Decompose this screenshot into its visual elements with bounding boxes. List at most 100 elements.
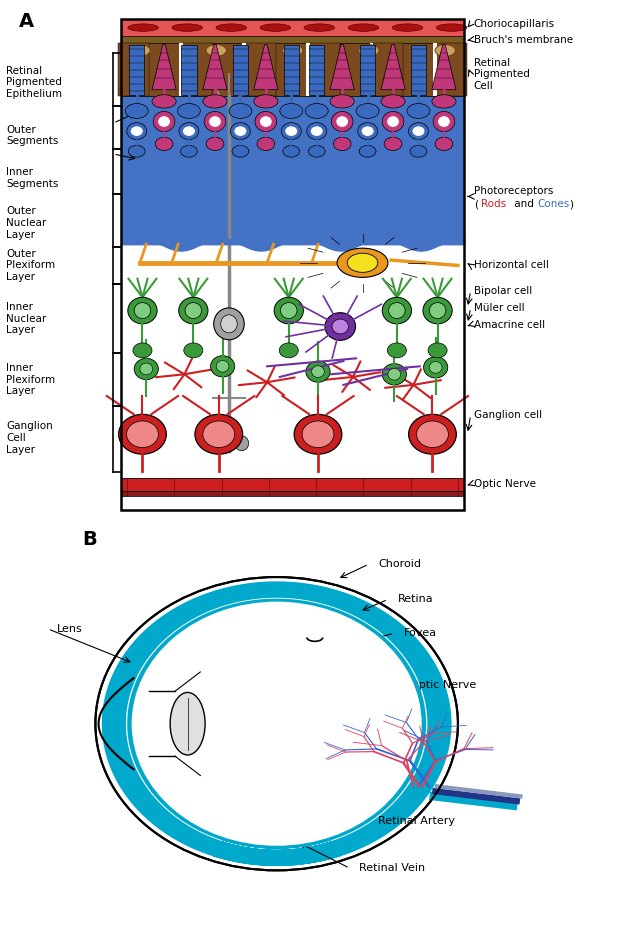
- Ellipse shape: [140, 363, 153, 374]
- Ellipse shape: [128, 145, 145, 157]
- Ellipse shape: [332, 319, 349, 334]
- Text: Retinal
Pigmented
Cell: Retinal Pigmented Cell: [474, 58, 530, 91]
- Polygon shape: [432, 45, 456, 90]
- Ellipse shape: [155, 137, 173, 151]
- Ellipse shape: [306, 361, 330, 382]
- Text: Amacrine cell: Amacrine cell: [474, 319, 545, 330]
- Bar: [129, 45, 144, 95]
- Ellipse shape: [389, 302, 405, 319]
- Ellipse shape: [410, 145, 427, 157]
- Text: and: and: [511, 199, 537, 210]
- Ellipse shape: [384, 137, 402, 151]
- Polygon shape: [254, 45, 278, 90]
- Ellipse shape: [407, 103, 430, 118]
- Ellipse shape: [305, 103, 328, 118]
- Bar: [118, 43, 149, 96]
- Ellipse shape: [134, 358, 158, 379]
- Bar: [242, 43, 246, 96]
- Ellipse shape: [257, 137, 275, 151]
- Ellipse shape: [216, 24, 247, 31]
- Ellipse shape: [132, 602, 422, 846]
- Ellipse shape: [356, 103, 379, 118]
- Polygon shape: [127, 598, 426, 848]
- Bar: [121, 36, 464, 44]
- Ellipse shape: [382, 364, 406, 385]
- Ellipse shape: [130, 45, 150, 56]
- Bar: [233, 45, 248, 95]
- Text: A: A: [19, 11, 34, 30]
- Text: Retinal
Pigmented
Epithelium: Retinal Pigmented Epithelium: [6, 65, 62, 99]
- Bar: [121, 478, 464, 491]
- Ellipse shape: [294, 414, 342, 454]
- Bar: [121, 19, 464, 37]
- Text: Retinal Artery: Retinal Artery: [378, 816, 455, 826]
- Text: Choroid: Choroid: [378, 559, 422, 569]
- Ellipse shape: [435, 45, 455, 56]
- Ellipse shape: [209, 436, 223, 450]
- Ellipse shape: [281, 122, 301, 139]
- Text: Inner
Plexiform
Layer: Inner Plexiform Layer: [6, 363, 55, 396]
- Ellipse shape: [185, 302, 202, 319]
- Ellipse shape: [392, 24, 423, 31]
- Text: Fovea: Fovea: [404, 629, 437, 638]
- Ellipse shape: [128, 24, 158, 31]
- Text: Rods: Rods: [481, 199, 507, 210]
- Ellipse shape: [255, 112, 277, 132]
- Bar: [433, 43, 437, 96]
- Ellipse shape: [387, 343, 406, 357]
- Ellipse shape: [206, 137, 224, 151]
- Ellipse shape: [133, 343, 152, 357]
- Ellipse shape: [424, 356, 448, 378]
- Ellipse shape: [285, 126, 298, 137]
- Ellipse shape: [234, 126, 247, 137]
- Ellipse shape: [429, 361, 442, 374]
- Text: Outer
Nuclear
Layer: Outer Nuclear Layer: [6, 207, 46, 240]
- Ellipse shape: [170, 692, 205, 755]
- Text: Müler cell: Müler cell: [474, 303, 525, 313]
- Ellipse shape: [204, 112, 226, 132]
- Text: (: (: [474, 199, 478, 210]
- Ellipse shape: [382, 298, 411, 324]
- Ellipse shape: [412, 126, 425, 137]
- Ellipse shape: [181, 145, 197, 157]
- Text: Ganglion
Cell
Layer: Ganglion Cell Layer: [6, 421, 53, 455]
- Bar: [121, 96, 464, 245]
- Text: Outer
Plexiform
Layer: Outer Plexiform Layer: [6, 248, 55, 283]
- Ellipse shape: [229, 103, 252, 118]
- Ellipse shape: [436, 24, 467, 31]
- Ellipse shape: [128, 298, 157, 324]
- Ellipse shape: [153, 112, 175, 132]
- Polygon shape: [381, 45, 405, 90]
- Text: Cones: Cones: [537, 199, 570, 210]
- Ellipse shape: [183, 126, 195, 137]
- Polygon shape: [152, 45, 176, 90]
- Ellipse shape: [152, 95, 176, 108]
- Ellipse shape: [195, 414, 243, 454]
- Ellipse shape: [172, 24, 202, 31]
- Ellipse shape: [259, 116, 272, 127]
- Bar: [245, 43, 276, 96]
- Text: Optic Nerve: Optic Nerve: [474, 479, 536, 489]
- Ellipse shape: [254, 95, 278, 108]
- Bar: [121, 43, 464, 96]
- Bar: [181, 45, 197, 95]
- Text: Photoreceptors: Photoreceptors: [474, 186, 553, 196]
- Ellipse shape: [348, 24, 378, 31]
- Text: Ganglion cell: Ganglion cell: [474, 410, 542, 420]
- Ellipse shape: [211, 356, 235, 377]
- Bar: [309, 45, 324, 95]
- Ellipse shape: [134, 302, 151, 319]
- Ellipse shape: [206, 45, 226, 56]
- Ellipse shape: [382, 112, 404, 132]
- Ellipse shape: [283, 145, 300, 157]
- Ellipse shape: [337, 248, 388, 278]
- Ellipse shape: [304, 24, 335, 31]
- Ellipse shape: [203, 421, 235, 447]
- Ellipse shape: [179, 122, 199, 139]
- Ellipse shape: [331, 112, 353, 132]
- Text: Inner
Nuclear
Layer: Inner Nuclear Layer: [6, 301, 46, 336]
- Ellipse shape: [438, 116, 450, 127]
- Text: Inner
Segments: Inner Segments: [6, 167, 59, 189]
- Ellipse shape: [280, 302, 297, 319]
- Ellipse shape: [381, 95, 405, 108]
